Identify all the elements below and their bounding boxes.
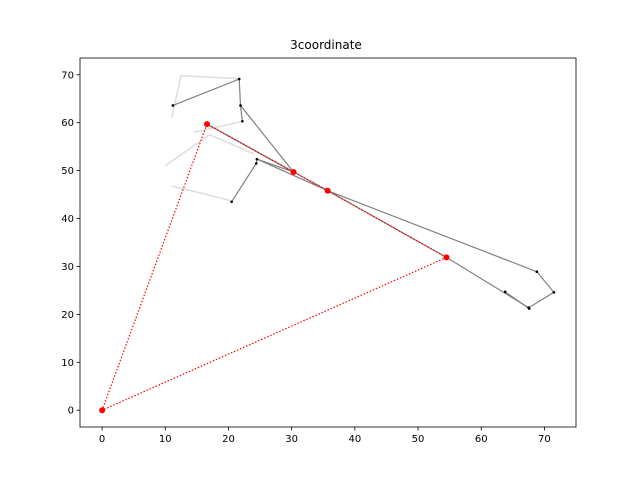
small-point-4 bbox=[230, 200, 233, 204]
x-tick-label-0: 0 bbox=[99, 434, 105, 445]
y-tick-label-60: 60 bbox=[61, 118, 74, 129]
faded-path-1 bbox=[193, 120, 242, 134]
faded-path-2 bbox=[164, 133, 255, 167]
highlight-point-2 bbox=[290, 169, 297, 176]
highlight-point-1 bbox=[204, 121, 211, 128]
small-point-7 bbox=[503, 290, 507, 294]
small-point-11 bbox=[535, 270, 539, 274]
y-tick-label-30: 30 bbox=[61, 262, 74, 273]
axes-frame bbox=[79, 57, 577, 428]
y-axis: 0 10 20 30 40 50 60 70 bbox=[61, 70, 80, 417]
plot-area bbox=[99, 74, 556, 414]
dark-path-5 bbox=[504, 291, 530, 310]
chart-title: 3coordinate bbox=[290, 38, 362, 52]
highlight-path bbox=[101, 123, 447, 412]
small-point-3 bbox=[241, 119, 244, 123]
small-point-2 bbox=[239, 104, 242, 107]
dark-path-2 bbox=[231, 158, 294, 203]
x-tick-label-40: 40 bbox=[348, 434, 361, 445]
y-tick-label-10: 10 bbox=[61, 358, 74, 369]
highlight-point-3 bbox=[324, 187, 331, 194]
x-tick-label-50: 50 bbox=[412, 434, 425, 445]
x-tick-label-70: 70 bbox=[538, 434, 551, 445]
y-tick-label-40: 40 bbox=[61, 214, 74, 225]
highlight-point-0 bbox=[99, 407, 106, 414]
y-tick-label-50: 50 bbox=[61, 166, 74, 177]
highlight-point-4 bbox=[443, 254, 450, 261]
faded-path-3 bbox=[171, 185, 232, 202]
x-tick-label-10: 10 bbox=[159, 434, 172, 445]
dark-path-0 bbox=[172, 78, 295, 173]
small-point-0 bbox=[171, 104, 175, 107]
small-point-10 bbox=[552, 291, 556, 294]
dark-path-1 bbox=[239, 105, 243, 122]
y-tick-label-0: 0 bbox=[68, 406, 74, 417]
x-axis: 0 10 20 30 40 50 60 70 bbox=[99, 427, 551, 445]
x-tick-label-30: 30 bbox=[285, 434, 298, 445]
y-tick-label-20: 20 bbox=[61, 310, 74, 321]
small-point-6 bbox=[255, 157, 259, 161]
small-point-1 bbox=[237, 77, 241, 81]
y-tick-label-70: 70 bbox=[61, 70, 74, 81]
x-tick-label-20: 20 bbox=[222, 434, 235, 445]
faded-path-0 bbox=[170, 74, 239, 119]
small-point-9 bbox=[527, 307, 531, 310]
x-tick-label-60: 60 bbox=[475, 434, 488, 445]
small-point-5 bbox=[254, 162, 258, 165]
